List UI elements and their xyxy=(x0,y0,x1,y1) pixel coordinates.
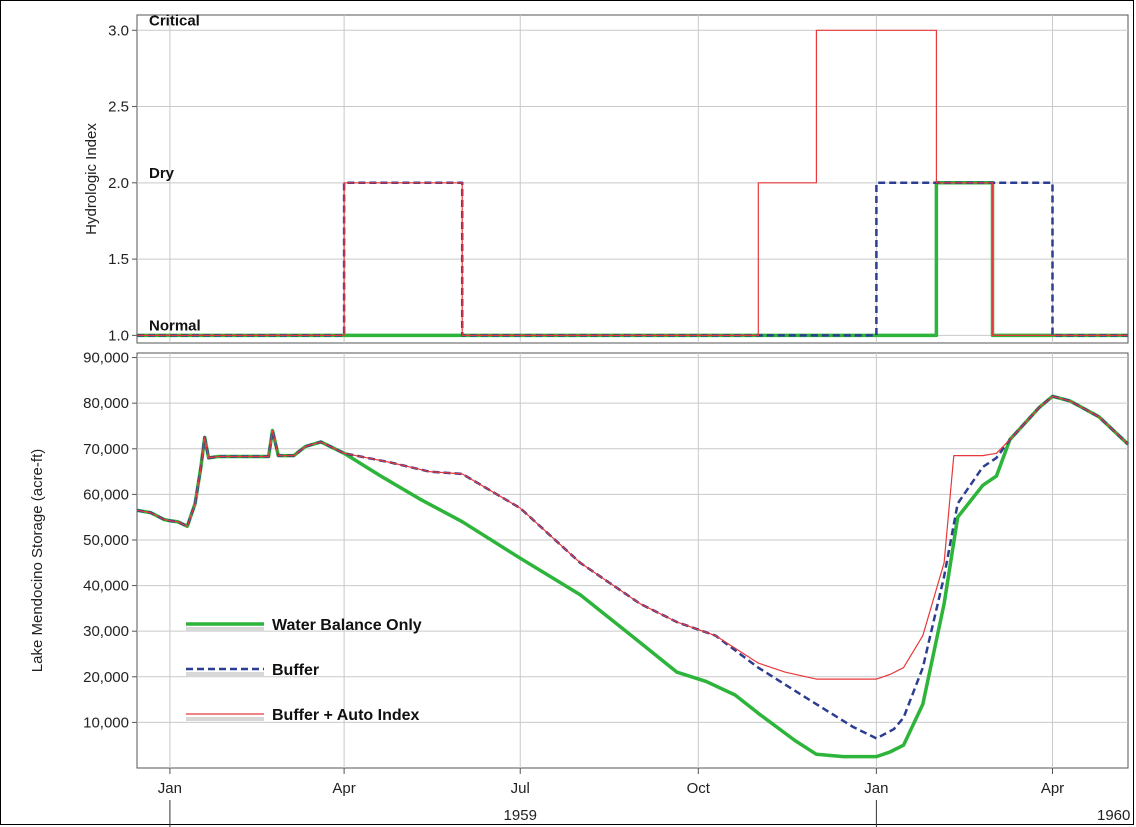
y-tick-label: 2.0 xyxy=(108,175,129,192)
series-line-buffer-auto-index xyxy=(136,395,1129,680)
x-tick-label: Oct xyxy=(687,780,711,797)
legend-shadow xyxy=(186,672,264,676)
x-tick-label: Apr xyxy=(1041,780,1064,797)
y-tick-label: 90,000 xyxy=(83,350,129,367)
y-tick-label: 3.0 xyxy=(108,22,129,39)
y-tick-label: 30,000 xyxy=(83,623,129,640)
year-label: 1960 xyxy=(1097,807,1130,824)
plot-area xyxy=(136,14,1129,344)
y-tick-label: 50,000 xyxy=(83,532,129,549)
category-label: Critical xyxy=(149,12,200,29)
legend-label: Buffer xyxy=(272,662,319,679)
legend-label: Water Balance Only xyxy=(272,617,422,634)
y-axis-label: Lake Mendocino Storage (acre-ft) xyxy=(29,449,46,672)
year-label: 1959 xyxy=(504,807,537,824)
y-axis-label: Hydrologic Index xyxy=(83,123,100,235)
legend-shadow xyxy=(186,717,264,721)
x-tick-label: Jan xyxy=(864,780,888,797)
x-tick-label: Jan xyxy=(158,780,182,797)
y-tick-label: 40,000 xyxy=(83,578,129,595)
y-tick-label: 80,000 xyxy=(83,395,129,412)
x-tick-label: Jul xyxy=(511,780,530,797)
y-tick-label: 1.5 xyxy=(108,251,129,268)
y-tick-label: 10,000 xyxy=(83,714,129,731)
series-line-buffer-auto-index xyxy=(137,29,1128,336)
category-label: Dry xyxy=(149,165,175,182)
category-label: Normal xyxy=(149,317,201,334)
legend-shadow xyxy=(186,627,264,631)
y-tick-label: 70,000 xyxy=(83,441,129,458)
x-tick-label: Apr xyxy=(332,780,355,797)
series-line-buffer xyxy=(136,395,1129,740)
plot-area xyxy=(136,352,1129,769)
y-tick-label: 2.5 xyxy=(108,99,129,116)
y-tick-label: 1.0 xyxy=(108,327,129,344)
y-tick-label: 20,000 xyxy=(83,669,129,686)
legend-label: Buffer + Auto Index xyxy=(272,707,420,724)
y-tick-label: 60,000 xyxy=(83,486,129,503)
